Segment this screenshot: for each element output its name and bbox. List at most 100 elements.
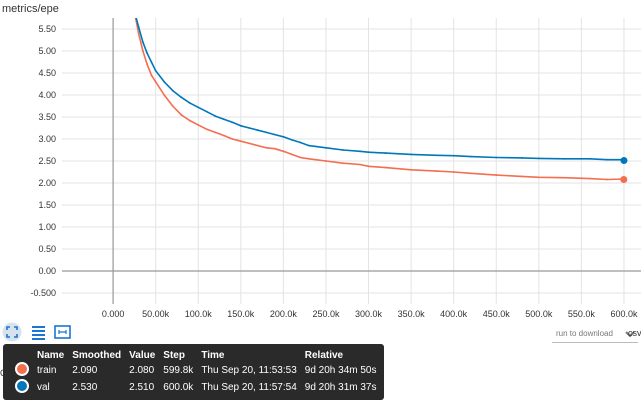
y-tick-label: 5.50 [38, 24, 56, 34]
data-point-train [137, 32, 140, 35]
data-point-train [150, 74, 153, 77]
step-value: 600.0k [163, 382, 194, 393]
data-point-train [384, 166, 387, 169]
fullscreen-button[interactable] [2, 322, 22, 342]
data-point-train [146, 63, 149, 66]
data-point-val [495, 156, 498, 159]
toggle-log-scale-button[interactable] [29, 322, 49, 342]
data-point-val [197, 106, 200, 109]
train-color-swatch [15, 362, 29, 376]
data-point-train [342, 162, 344, 165]
data-point-train [141, 50, 144, 52]
x-tick-label: 150.0k [227, 309, 255, 319]
data-point-train [180, 113, 183, 116]
data-point-val [265, 131, 268, 134]
data-point-val [537, 157, 540, 160]
data-point-val [146, 52, 149, 55]
series-line-train [134, 18, 625, 181]
x-tick-label: 600.0k [610, 309, 638, 319]
x-tick-label: 500.0k [525, 309, 553, 319]
y-tick-label: 1.50 [38, 200, 56, 210]
data-point-train [359, 163, 361, 166]
data-point-val [239, 124, 242, 127]
data-point-val [290, 138, 293, 141]
data-point-train [325, 160, 327, 162]
data-point-train [248, 142, 251, 145]
data-point-val [520, 157, 523, 159]
step-value: 599.8k [163, 365, 194, 376]
y-tick-label: -0.500 [30, 288, 56, 298]
data-point-train [214, 131, 217, 134]
expand-icon [2, 322, 22, 342]
x-tick-label: 550.0k [568, 309, 596, 319]
raw-value: 2.510 [129, 382, 155, 393]
grid [62, 18, 641, 304]
swatch-cell [11, 379, 33, 396]
x-tick-label: 200.0k [270, 309, 298, 319]
y-tick-label: 1.00 [38, 222, 56, 232]
data-point-val [188, 102, 191, 104]
data-point-train [495, 174, 498, 176]
run-download-select[interactable]: run to download [552, 325, 638, 343]
data-point-val [325, 146, 327, 149]
time-value: Thu Sep 20, 11:53:53 [201, 365, 297, 376]
data-point-val [435, 154, 438, 157]
data-point-train [308, 157, 310, 160]
tooltip-table: Name Smoothed Value Step Time Relative t… [11, 348, 380, 396]
csv-download-link[interactable]: csv [628, 328, 641, 338]
x-tick-label: 300.0k [355, 309, 383, 319]
y-tick-label: 0.00 [38, 266, 56, 276]
list-icon [32, 326, 45, 340]
x-tick-label: 250.0k [312, 309, 340, 319]
data-point-train [256, 144, 259, 147]
series-layer [134, 18, 625, 181]
data-point-val [150, 61, 153, 63]
data-point-val [359, 150, 361, 153]
val-color-swatch [15, 379, 29, 393]
tooltip-row-val: val 2.530 2.510 600.0k Thu Sep 20, 11:57… [11, 379, 380, 396]
fit-to-data-icon [54, 325, 71, 339]
data-point-train [273, 147, 276, 150]
data-point-train [188, 119, 191, 122]
data-point-train [367, 165, 370, 168]
y-tick-label: 3.00 [38, 134, 56, 144]
data-point-train [222, 134, 225, 137]
relative-column-header: Relative [304, 349, 344, 361]
data-point-val [154, 69, 157, 72]
data-point-val [248, 127, 251, 129]
data-point-train [563, 176, 566, 179]
step-column-header: Step [163, 349, 185, 361]
name-column-header: Name [37, 349, 65, 361]
data-point-train [154, 80, 157, 83]
data-point-train [410, 168, 413, 171]
x-tick-label: 50.00k [142, 309, 170, 319]
smoothed-column-header: Smoothed [72, 349, 122, 361]
data-point-val [410, 153, 413, 156]
data-point-val [299, 141, 302, 144]
raw-value: 2.080 [129, 365, 155, 376]
data-point-val [384, 152, 387, 154]
swatch-cell [11, 362, 33, 379]
y-tick-label: 3.50 [38, 112, 56, 122]
data-point-train [163, 94, 166, 96]
y-tick-label: 5.00 [38, 46, 56, 56]
smoothed-value: 2.090 [72, 365, 98, 376]
data-point-train [537, 176, 540, 179]
data-point-val [180, 96, 183, 99]
value-column-header: Value [129, 349, 156, 361]
y-tick-label: 4.50 [38, 68, 56, 78]
data-point-train [435, 170, 438, 173]
y-tick-label: 4.00 [38, 90, 56, 100]
x-tick-label: 400.0k [440, 309, 468, 319]
data-point-val [214, 115, 217, 118]
data-point-val [589, 157, 591, 160]
data-point-train [205, 128, 208, 131]
data-point-train [265, 146, 268, 149]
data-point-train [171, 105, 174, 107]
smoothed-value: 2.530 [72, 382, 98, 393]
fit-domain-button[interactable] [53, 322, 73, 342]
x-tick-label: 350.0k [398, 309, 426, 319]
y-tick-label: 2.50 [38, 156, 56, 166]
x-tick-label: 100.0k [185, 309, 213, 319]
